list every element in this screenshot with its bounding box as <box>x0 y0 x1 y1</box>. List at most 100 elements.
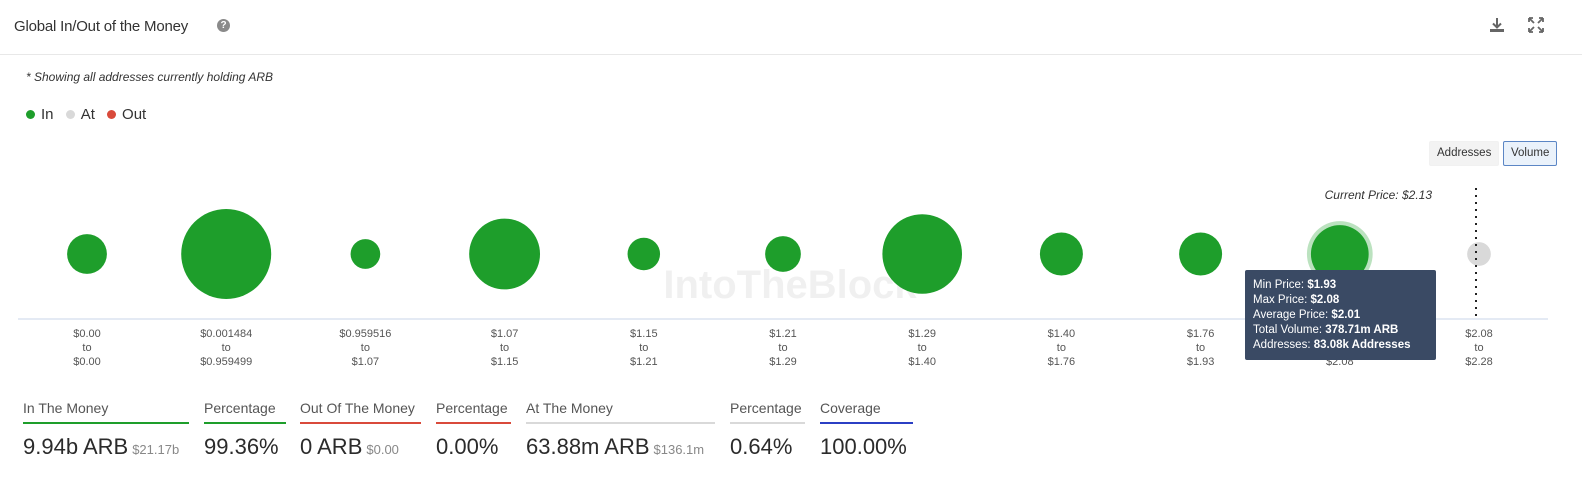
x-tick-label-to-word: to <box>1474 342 1483 354</box>
stat-value: 0.00% <box>436 434 511 460</box>
x-tick-label-to-word: to <box>639 342 648 354</box>
legend-label: Out <box>122 106 147 123</box>
stat-main-value: 0 ARB <box>300 434 363 459</box>
stat-value: 0 ARB $0.00 <box>300 434 421 460</box>
x-tick-label-to-word: to <box>1196 342 1205 354</box>
x-tick-label-to: $1.07 <box>352 356 380 368</box>
legend-item-in[interactable]: In <box>26 106 54 123</box>
stat-block: In The Money 9.94b ARB $21.17b <box>23 400 189 460</box>
x-tick-label-from: $1.15 <box>630 328 658 340</box>
bubble-1 <box>67 234 107 274</box>
x-tick-label-to-word: to <box>1057 342 1066 354</box>
stat-main-value: 0.00% <box>436 434 499 459</box>
bubble-3 <box>350 239 381 269</box>
x-tick-label-to: $1.93 <box>1187 356 1215 368</box>
bubble-5 <box>627 237 661 271</box>
tooltip-label: Addresses: <box>1253 339 1314 351</box>
x-tick-label-to: $1.76 <box>1048 356 1076 368</box>
x-tick-label-to-word: to <box>222 342 231 354</box>
volume-toggle-button[interactable]: Volume <box>1503 141 1558 166</box>
stat-label: Out Of The Money <box>300 400 421 424</box>
stat-label: At The Money <box>526 400 715 424</box>
tooltip-row: Addresses: 83.08k Addresses <box>1253 338 1436 353</box>
current-price-label: Current Price: $2.13 <box>1325 188 1433 202</box>
stat-label: Percentage <box>436 400 511 424</box>
stat-sub-value: $0.00 <box>366 442 399 457</box>
watermark-text: IntoTheBlock <box>663 263 917 307</box>
legend-item-out[interactable]: Out <box>107 106 146 123</box>
legend-item-at[interactable]: At <box>65 106 95 123</box>
bubble-6 <box>765 236 801 272</box>
x-tick-label-from: $1.29 <box>908 328 936 340</box>
x-tick-label-to: $2.28 <box>1465 356 1493 368</box>
stat-main-value: 9.94b ARB <box>23 434 129 459</box>
x-tick-label-from: $1.40 <box>1048 328 1076 340</box>
x-tick-label-from: $0.959516 <box>339 328 391 340</box>
bubble-tooltip: Min Price: $1.93 Max Price: $2.08 Average … <box>1245 270 1436 360</box>
stat-value: 0.64% <box>730 434 805 460</box>
download-icon[interactable] <box>1487 16 1507 36</box>
x-tick-label-to: $1.29 <box>769 356 797 368</box>
tooltip-row: Min Price: $1.93 <box>1253 278 1436 293</box>
bubble-11 <box>1467 242 1491 266</box>
tooltip-row: Total Volume: 378.71m ARB <box>1253 323 1436 338</box>
stat-main-value: 63.88m ARB <box>526 434 650 459</box>
addresses-toggle-button[interactable]: Addresses <box>1429 141 1500 166</box>
x-tick-label-to-word: to <box>918 342 927 354</box>
tooltip-label: Total Volume: <box>1253 324 1326 336</box>
bubble-10 <box>1310 225 1369 283</box>
tooltip-label: Max Price: <box>1253 294 1311 306</box>
stat-block: Percentage 0.64% <box>730 400 805 460</box>
stat-block: At The Money 63.88m ARB $136.1m <box>526 400 715 460</box>
tooltip-label: Average Price: <box>1253 309 1332 321</box>
stat-sub-value: $21.17b <box>132 442 180 457</box>
stat-block: Coverage 100.00% <box>820 400 913 460</box>
help-icon[interactable]: ? <box>217 19 230 32</box>
stat-block: Out Of The Money 0 ARB $0.00 <box>300 400 421 460</box>
stat-main-value: 100.00% <box>820 434 907 459</box>
x-tick-label-to-word: to <box>500 342 509 354</box>
stat-label: Coverage <box>820 400 913 424</box>
tooltip-value: $1.93 <box>1307 279 1337 291</box>
bubble-chart: IntoTheBlock $0.00 to $0.00 $0.001484 to $0.95… <box>18 188 1548 368</box>
bubble-2 <box>181 209 272 299</box>
legend-dot-icon <box>26 110 35 119</box>
bubble-7 <box>882 214 963 294</box>
legend-label: In <box>41 106 54 123</box>
x-tick-label-from: $2.08 <box>1465 328 1493 340</box>
x-tick-label-to: $0.00 <box>73 356 101 368</box>
tooltip-value: 83.08k Addresses <box>1313 339 1411 351</box>
x-tick-label-from: $0.00 <box>73 328 101 340</box>
stat-sub-value: $136.1m <box>653 442 705 457</box>
stat-label: Percentage <box>204 400 286 424</box>
tooltip-row: Max Price: $2.08 <box>1253 293 1436 308</box>
legend: In At Out <box>26 106 154 123</box>
tooltip-value: $2.01 <box>1331 309 1361 321</box>
x-tick-label-to: $1.21 <box>630 356 658 368</box>
legend-dot-icon <box>65 110 75 119</box>
x-tick-label-from: $1.21 <box>769 328 797 340</box>
x-tick-label-from: $1.07 <box>491 328 519 340</box>
legend-label: At <box>80 106 95 123</box>
x-tick-label-to: $1.15 <box>491 356 519 368</box>
tooltip-label: Min Price: <box>1253 279 1308 291</box>
tooltip-value: $2.08 <box>1310 294 1340 306</box>
stat-block: Percentage 99.36% <box>204 400 286 460</box>
stat-value: 99.36% <box>204 434 286 460</box>
tooltip-row: Average Price: $2.01 <box>1253 308 1436 323</box>
stat-label: In The Money <box>23 400 189 424</box>
stat-value: 100.00% <box>820 434 913 460</box>
x-tick-label-to: $0.959499 <box>200 356 252 368</box>
fullscreen-icon[interactable] <box>1526 16 1546 36</box>
tooltip-value: 378.71m ARB <box>1325 324 1399 336</box>
stat-value: 9.94b ARB $21.17b <box>23 434 189 460</box>
x-tick-label-to-word: to <box>361 342 370 354</box>
x-tick-label-from: $0.001484 <box>200 328 252 340</box>
x-tick-label-to-word: to <box>778 342 787 354</box>
holding-note: * Showing all addresses currently holdin… <box>26 70 274 84</box>
bubble-4 <box>469 218 541 290</box>
stat-value: 63.88m ARB $136.1m <box>526 434 715 460</box>
widget-title: Global In/Out of the Money <box>14 18 189 35</box>
x-tick-label-from: $1.76 <box>1187 328 1215 340</box>
widget-header: Global In/Out of the Money ? <box>0 0 1582 55</box>
